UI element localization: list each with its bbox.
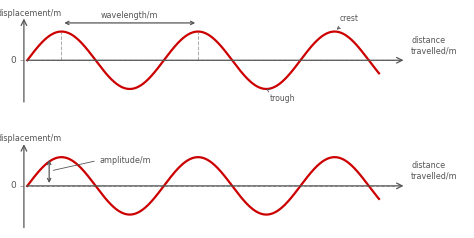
Text: trough: trough <box>267 89 295 103</box>
Text: displacement/m: displacement/m <box>0 9 62 18</box>
Text: displacement/m: displacement/m <box>0 134 62 143</box>
Text: wavelength/m: wavelength/m <box>101 11 158 20</box>
Text: crest: crest <box>337 14 359 29</box>
Text: distance
travelled/m: distance travelled/m <box>411 36 458 55</box>
Text: 0: 0 <box>10 181 16 190</box>
Text: distance
travelled/m: distance travelled/m <box>411 161 458 181</box>
Text: amplitude/m: amplitude/m <box>99 155 151 164</box>
Text: 0: 0 <box>10 56 16 65</box>
